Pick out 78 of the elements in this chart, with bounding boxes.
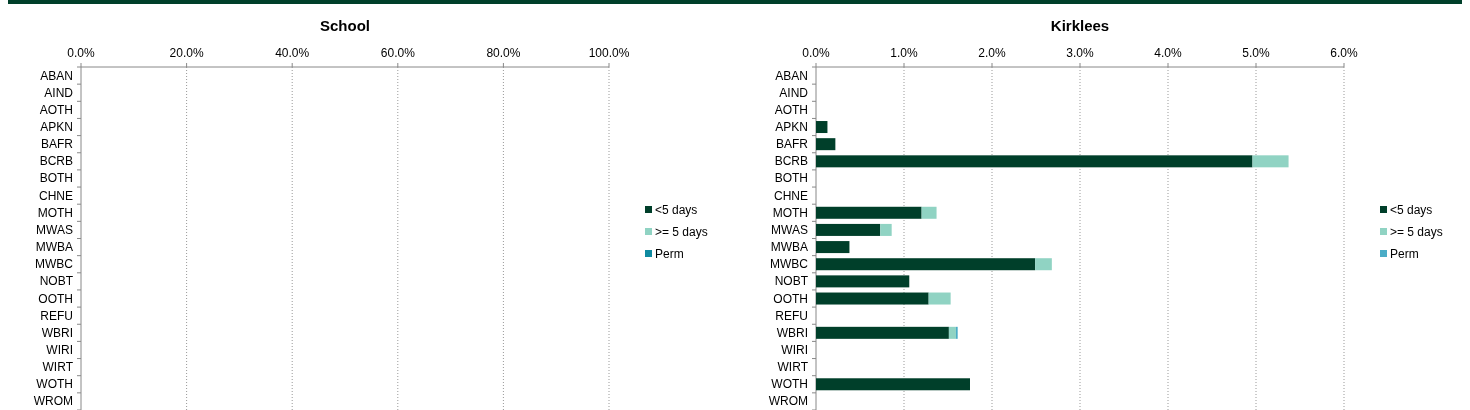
bar (816, 155, 1253, 168)
y-tick-label: APKN (775, 120, 808, 135)
y-tick-label: ABAN (40, 68, 73, 83)
x-tick-label: 20.0% (169, 46, 204, 60)
y-tick-label: NOBT (774, 274, 809, 289)
y-tick-label: APKN (40, 120, 73, 135)
x-tick-label: 2.0% (978, 46, 1006, 60)
y-tick-label: WBRI (41, 325, 73, 340)
bar (816, 378, 970, 391)
y-tick-label: WOTH (771, 377, 808, 392)
y-tick-label: MWBA (35, 240, 73, 255)
y-tick-label: CHNE (38, 188, 73, 203)
bar (1035, 258, 1052, 271)
y-tick-label: BCRB (774, 154, 808, 169)
y-tick-label: WIRT (777, 360, 809, 375)
bar (816, 121, 828, 134)
bar (816, 326, 949, 339)
x-tick-label: 0.0% (802, 46, 830, 60)
legend-label: Perm (1390, 247, 1419, 261)
y-tick-label: MWBA (770, 240, 808, 255)
y-tick-label: WIRT (42, 360, 74, 375)
y-tick-label: WROM (768, 394, 808, 409)
y-tick-label: WIRI (781, 342, 808, 357)
y-tick-label: BCRB (39, 154, 73, 169)
bar (948, 326, 956, 339)
x-tick-label: 3.0% (1066, 46, 1094, 60)
y-tick-label: BAFR (40, 137, 74, 152)
y-tick-label: WIRI (46, 342, 73, 357)
y-tick-label: CHNE (773, 188, 808, 203)
x-tick-label: 80.0% (486, 46, 521, 60)
x-tick-label: 4.0% (1154, 46, 1182, 60)
bar (1252, 155, 1289, 168)
y-tick-label: MWBC (35, 257, 74, 272)
y-tick-label: MWAS (771, 222, 808, 237)
y-tick-label: ABAN (775, 68, 808, 83)
y-tick-label: AOTH (39, 102, 73, 117)
bar (928, 292, 951, 305)
x-tick-label: 6.0% (1330, 46, 1358, 60)
y-tick-label: BOTH (39, 171, 73, 186)
y-tick-label: WROM (33, 394, 73, 409)
legend-label: >= 5 days (655, 225, 708, 239)
bar (816, 206, 922, 219)
x-tick-label: 60.0% (380, 46, 416, 60)
bar (880, 223, 892, 236)
bar (816, 275, 910, 288)
legend-label: <5 days (1390, 203, 1433, 217)
x-tick-label: 40.0% (275, 46, 310, 60)
y-tick-label: OOTH (38, 291, 73, 306)
bar (816, 258, 1036, 271)
legend-label: >= 5 days (1390, 225, 1443, 239)
y-tick-label: WBRI (776, 325, 808, 340)
y-tick-label: MWAS (36, 222, 73, 237)
y-tick-label: AIND (44, 85, 74, 100)
bar (816, 241, 850, 254)
x-tick-label: 1.0% (890, 46, 918, 60)
y-tick-label: MOTH (37, 205, 73, 220)
y-tick-label: AOTH (774, 102, 808, 117)
bar (816, 138, 836, 151)
chart-title: School (319, 17, 371, 34)
y-tick-label: BOTH (774, 171, 808, 186)
bar (816, 223, 881, 236)
legend-label: Perm (655, 247, 684, 261)
bar (921, 206, 937, 219)
bar (816, 292, 929, 305)
y-tick-label: OOTH (773, 291, 808, 306)
y-tick-label: REFU (775, 308, 808, 323)
y-tick-label: AIND (779, 85, 809, 100)
y-tick-label: WOTH (36, 377, 73, 392)
y-tick-label: NOBT (39, 274, 74, 289)
y-tick-label: MWBC (770, 257, 809, 272)
x-tick-label: 0.0% (67, 46, 95, 60)
legend-label: <5 days (655, 203, 698, 217)
x-tick-label: 5.0% (1242, 46, 1270, 60)
y-tick-label: BAFR (775, 137, 809, 152)
y-tick-label: REFU (40, 308, 73, 323)
chart-title: Kirklees (1050, 17, 1110, 34)
x-tick-label: 100.0% (588, 46, 630, 60)
y-tick-label: MOTH (772, 205, 808, 220)
